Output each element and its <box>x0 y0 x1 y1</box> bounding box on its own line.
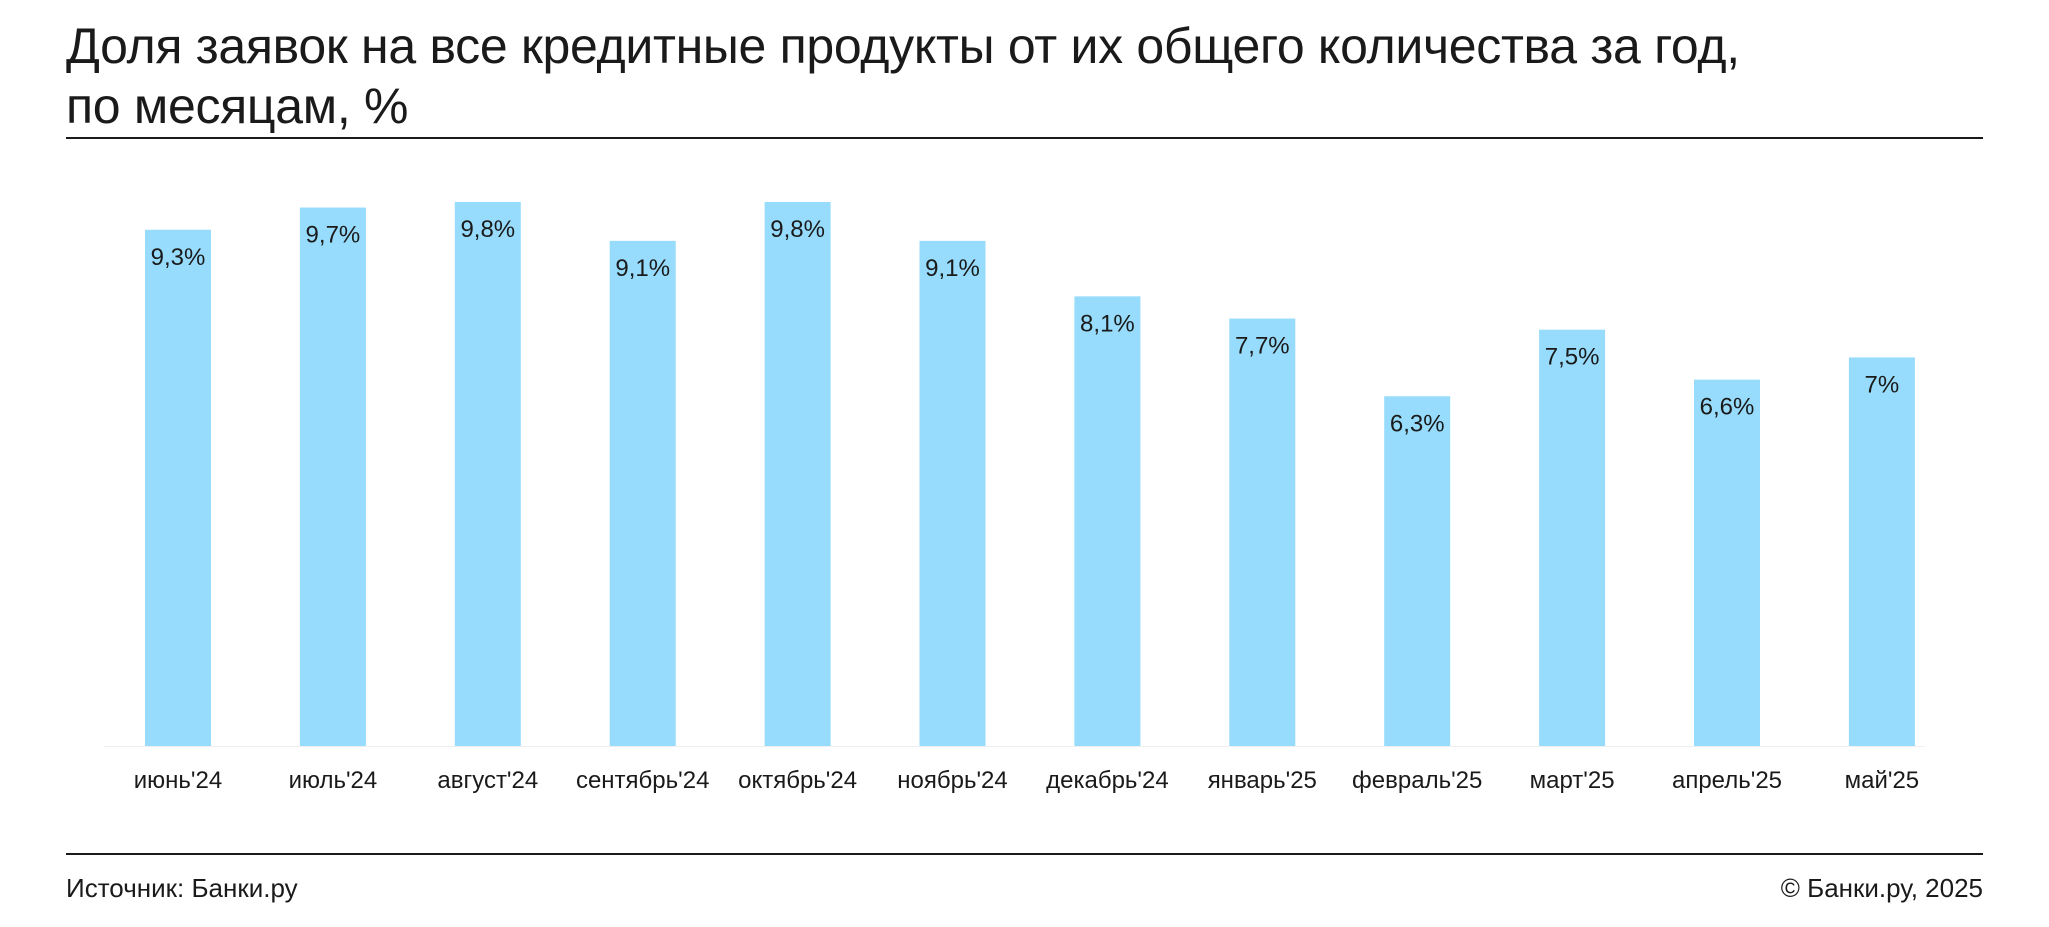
bar-value-label: 9,8% <box>460 216 515 243</box>
bar-value-label: 9,1% <box>925 255 980 282</box>
bar-value-label: 9,3% <box>151 244 206 271</box>
chart-title-line-2: по месяцам, % <box>66 78 409 134</box>
bar <box>145 229 211 746</box>
bar <box>764 202 831 746</box>
x-tick-label: октябрь'24 <box>738 767 857 794</box>
bar-value-label: 7,5% <box>1545 344 1600 371</box>
bar <box>609 240 676 746</box>
bar <box>299 207 366 746</box>
bar-value-label: 6,3% <box>1390 410 1445 437</box>
footer-divider <box>66 853 1983 855</box>
bar-value-label: 7% <box>1865 371 1900 398</box>
bar-value-label: 9,1% <box>615 255 670 282</box>
bar <box>1694 379 1760 746</box>
copyright-note: © Банки.ру, 2025 <box>1780 873 1983 903</box>
title-divider <box>66 137 1983 139</box>
bar <box>1384 396 1451 746</box>
bar-value-label: 8,1% <box>1080 310 1135 337</box>
bar <box>1539 329 1606 746</box>
bar-value-label: 6,6% <box>1700 394 1755 421</box>
bar-value-label: 9,7% <box>306 222 361 249</box>
bar <box>919 240 986 746</box>
chart-title-line-1: Доля заявок на все кредитные продукты от… <box>66 18 1740 74</box>
chart-title: Доля заявок на все кредитные продукты от… <box>66 16 1966 136</box>
bar <box>1074 296 1141 746</box>
x-tick-label: сентябрь'24 <box>576 767 709 794</box>
bar-value-label: 7,7% <box>1235 333 1290 360</box>
source-note: Источник: Банки.ру <box>66 873 298 903</box>
x-tick-label: апрель'25 <box>1672 767 1782 794</box>
x-tick-label: март'25 <box>1530 767 1615 794</box>
x-tick-label: август'24 <box>437 767 538 794</box>
x-tick-label: ноябрь'24 <box>897 767 1007 794</box>
x-tick-label: июнь'24 <box>134 767 222 794</box>
bar-value-label: 9,8% <box>770 216 825 243</box>
x-tick-label: февраль'25 <box>1352 767 1482 794</box>
x-tick-label: декабрь'24 <box>1046 767 1169 794</box>
x-tick-label: май'25 <box>1845 767 1920 794</box>
bar <box>454 202 521 746</box>
bar <box>1229 318 1296 746</box>
bar <box>1848 357 1915 746</box>
x-tick-label: июль'24 <box>289 767 378 794</box>
x-tick-label: январь'25 <box>1208 767 1317 794</box>
